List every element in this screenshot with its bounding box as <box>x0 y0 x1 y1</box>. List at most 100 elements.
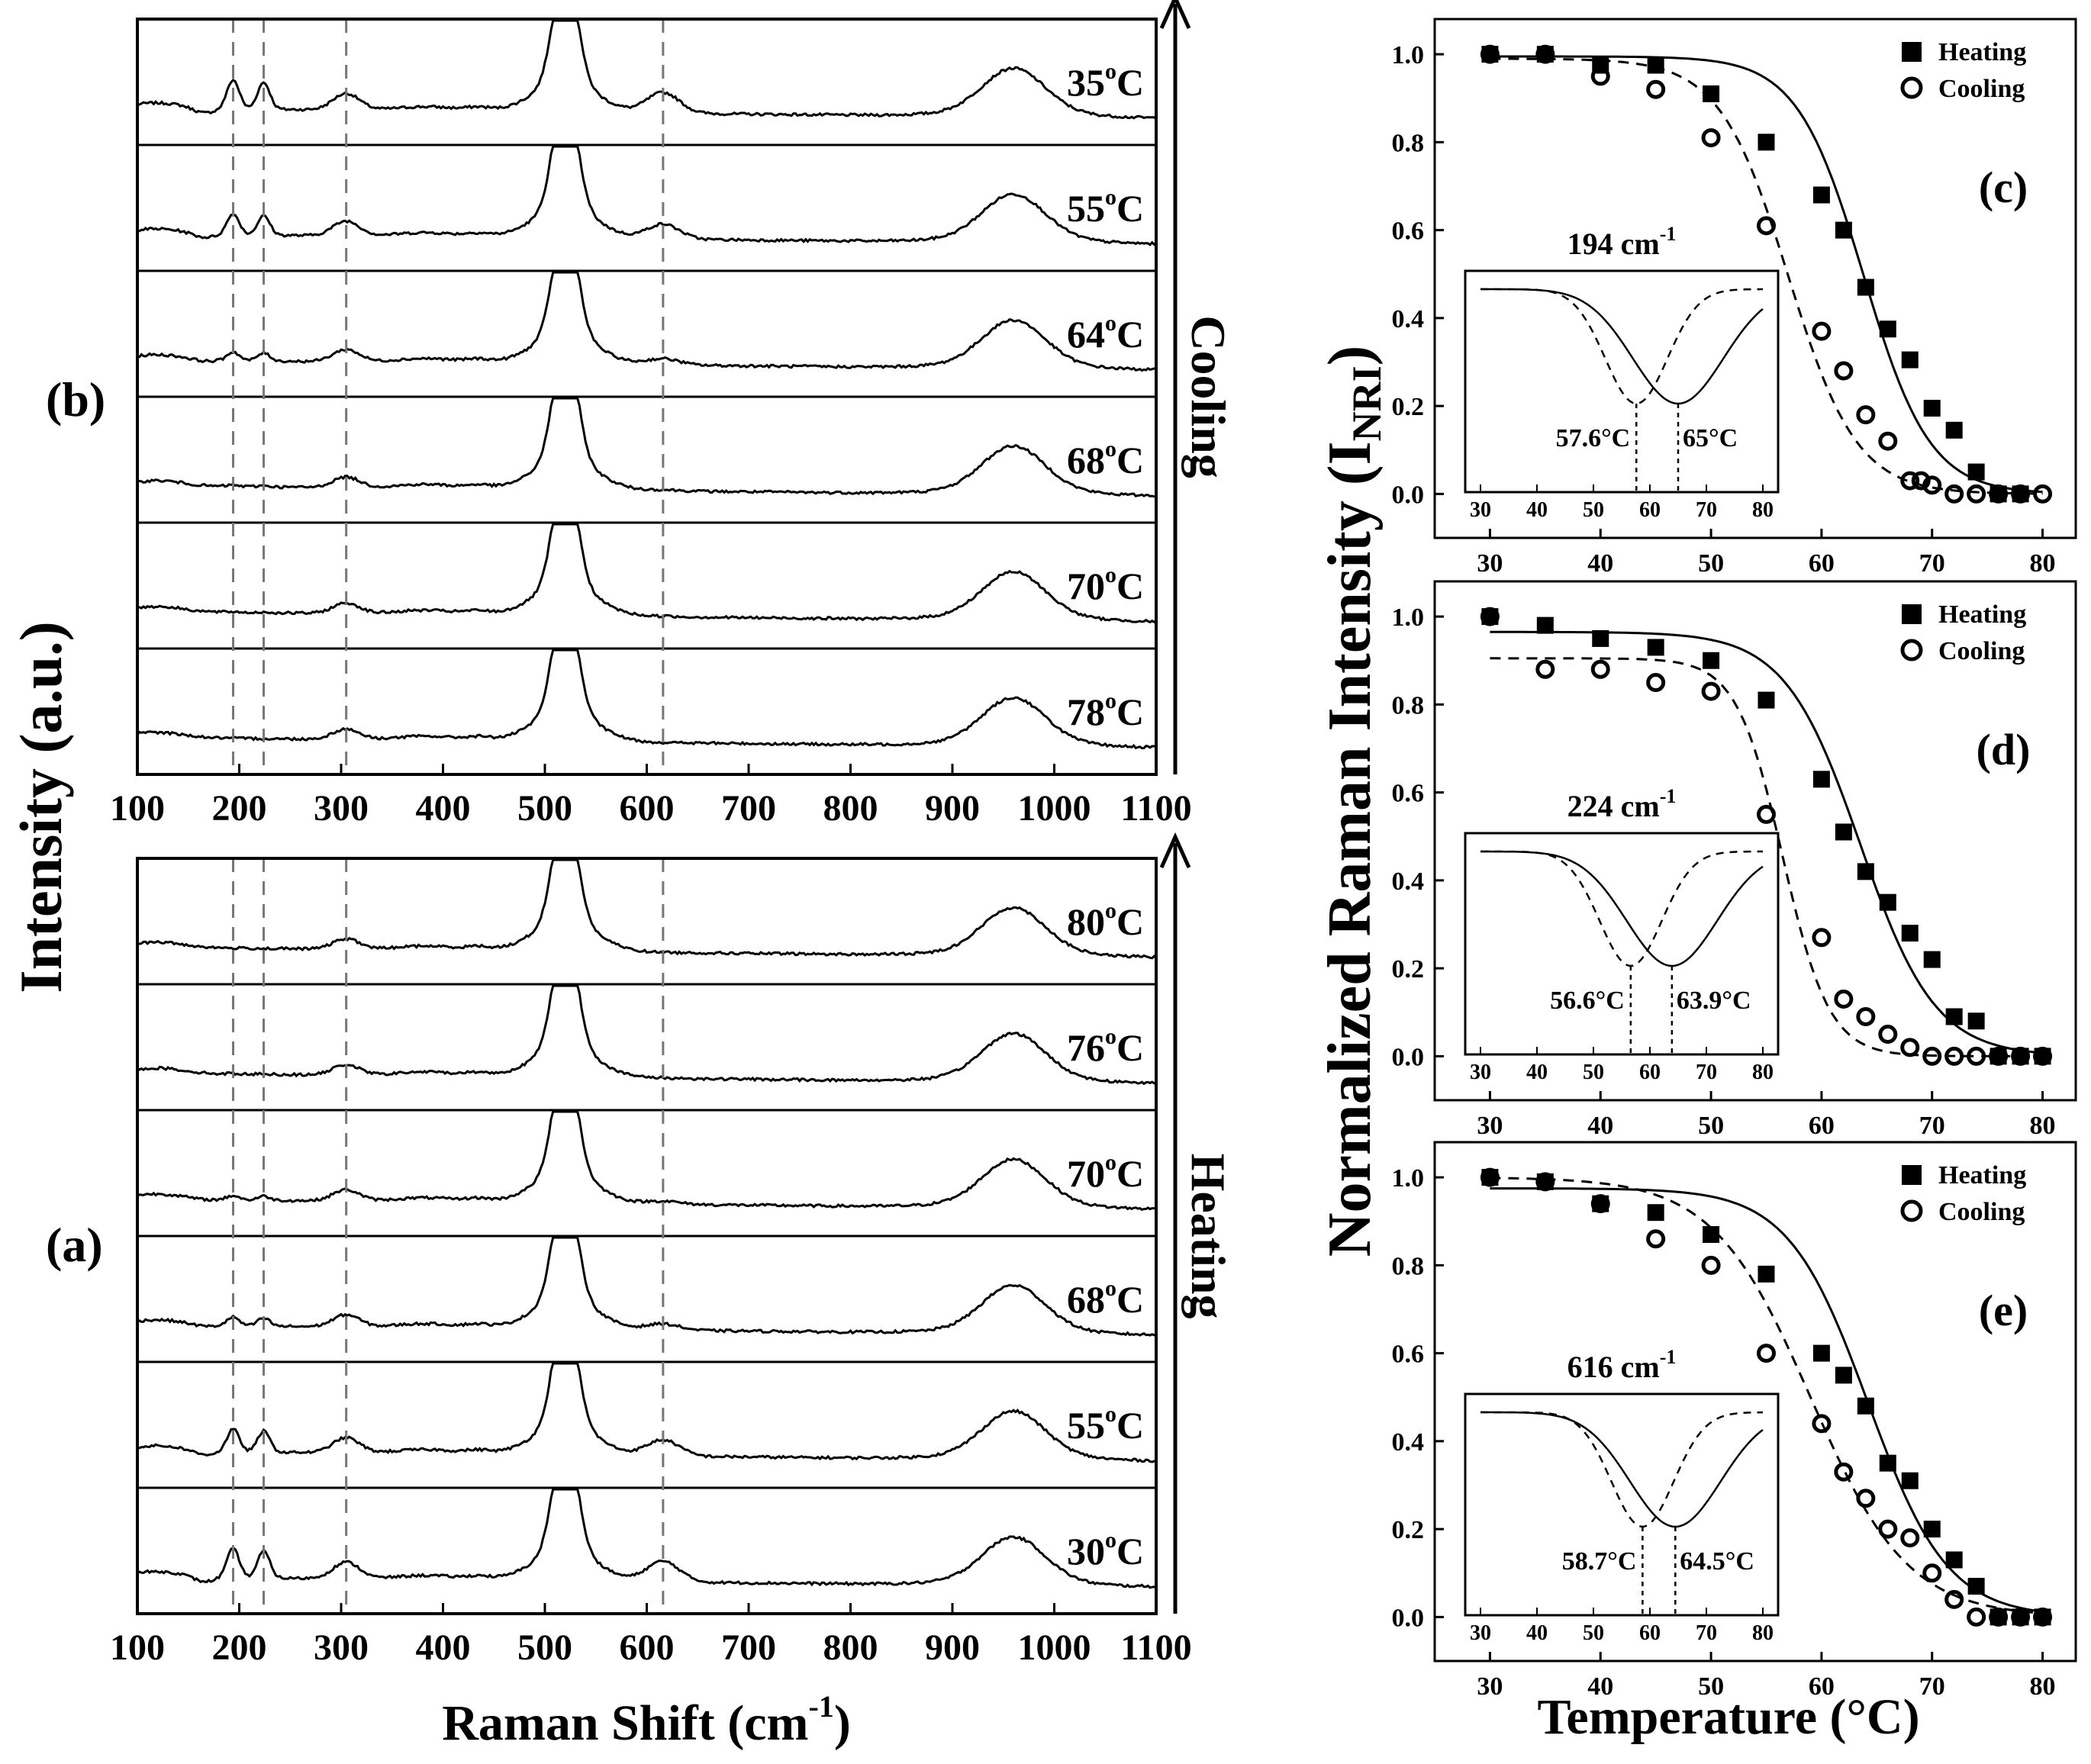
cooling-point <box>1756 1344 1776 1363</box>
cooling-point <box>1756 216 1776 236</box>
inset-x-tick-label-30: 30 <box>1470 1061 1491 1084</box>
cooling-point <box>1878 1519 1898 1539</box>
plot-frame <box>1433 18 2077 539</box>
x-tick-label-80: 80 <box>2030 1672 2056 1701</box>
cooling-point <box>1989 484 2009 504</box>
legend-heating-marker <box>1902 42 1922 62</box>
direction-label: Cooling <box>1181 315 1236 478</box>
inset-frame <box>1464 269 1780 494</box>
cooling-point <box>1812 321 1832 341</box>
spectrum-line-70 <box>137 1110 1157 1212</box>
cooling-point <box>1856 1007 1876 1027</box>
cooling-point <box>1701 681 1721 701</box>
cooling-fit-line <box>1490 657 2043 1057</box>
cooling-point <box>1646 673 1666 693</box>
x-tick-label-30: 30 <box>1477 1112 1503 1140</box>
plot-frame <box>1433 580 2077 1102</box>
spectrum-line-68 <box>137 1236 1157 1337</box>
heating-point <box>1901 1472 1919 1489</box>
x-tick-label-700: 700 <box>721 788 776 829</box>
y-tick-label-0.2: 0.2 <box>1392 393 1425 421</box>
x-tick-label-200: 200 <box>212 1627 267 1668</box>
cooling-point <box>1922 1563 1942 1583</box>
y-tick-label-1.0: 1.0 <box>1392 1164 1425 1193</box>
inset-x-tick-label-60: 60 <box>1639 1061 1661 1084</box>
heating-point <box>1812 186 1830 204</box>
cooling-point <box>1535 1172 1555 1192</box>
x-tick-label-80: 80 <box>2030 1112 2056 1140</box>
x-tick-label-60: 60 <box>1809 549 1835 578</box>
x-tick-label-100: 100 <box>110 788 165 829</box>
heating-point <box>1835 221 1852 239</box>
cooling-point <box>1480 1167 1500 1187</box>
spectrum-line-76 <box>137 984 1157 1086</box>
x-tick-label-50: 50 <box>1698 1672 1724 1701</box>
x-tick-label-500: 500 <box>517 788 572 829</box>
panel-label: (e) <box>1979 1286 2028 1335</box>
inset-x-tick-label-60: 60 <box>1639 1621 1661 1645</box>
cooling-point <box>1911 471 1931 491</box>
inset-tc-heating-label: 65°C <box>1683 424 1738 452</box>
heating-fit-line <box>1490 1187 2043 1613</box>
legend-cooling-marker <box>1900 76 1923 99</box>
x-tick-label-100: 100 <box>110 1627 165 1668</box>
temperature-label-30: 30oC <box>1067 1527 1144 1572</box>
plot-frame <box>1433 1141 2077 1663</box>
cooling-point <box>2033 1046 2053 1066</box>
inset-x-tick-label-70: 70 <box>1696 1061 1717 1084</box>
inset-tc-cooling-label: 56.6°C <box>1550 987 1625 1015</box>
x-tick-label-30: 30 <box>1477 1672 1503 1701</box>
cooling-point <box>1922 1046 1942 1066</box>
cooling-point <box>1756 804 1776 824</box>
temperature-label-80: 80oC <box>1067 898 1144 943</box>
heating-point <box>1758 134 1775 151</box>
x-tick-label-1000: 1000 <box>1018 1627 1091 1668</box>
y-tick-label-1.0: 1.0 <box>1392 604 1425 632</box>
legend-cooling-label: Cooling <box>1938 75 2025 103</box>
temperature-label-76: 76oC <box>1067 1024 1144 1069</box>
cooling-point <box>1900 1038 1920 1057</box>
spectrum-line-68 <box>137 397 1156 498</box>
cooling-point <box>2011 1607 2031 1627</box>
cooling-point <box>1834 1462 1854 1482</box>
x-tick-label-1000: 1000 <box>1018 788 1091 829</box>
x-tick-label-70: 70 <box>1919 549 1945 578</box>
legend-heating-label: Heating <box>1938 1161 2026 1189</box>
temperature-label-78: 78oC <box>1067 688 1144 733</box>
y-tick-label-0.6: 0.6 <box>1392 1341 1425 1369</box>
cooling-point <box>1812 1414 1832 1434</box>
legend-heating-label: Heating <box>1938 38 2026 66</box>
heating-point <box>1647 56 1664 74</box>
heating-point <box>1967 1578 1985 1595</box>
cooling-point <box>1535 659 1555 679</box>
cooling-point <box>1590 66 1610 86</box>
y-tick-label-0.2: 0.2 <box>1392 955 1425 983</box>
spectrum-line-55 <box>137 145 1157 246</box>
heating-point <box>1835 1366 1852 1384</box>
x-tick-label-800: 800 <box>823 788 878 829</box>
heating-point <box>1536 616 1554 634</box>
heating-point <box>1879 1454 1896 1472</box>
inset-x-tick-label-70: 70 <box>1696 498 1717 522</box>
cooling-spectra-panel: 35oC 55oC 64oC 68oC 70oC 78oC 100 200 300 400 500 6… <box>46 0 1236 829</box>
inset-tc-heating-label: 63.9°C <box>1677 987 1751 1015</box>
cooling-point <box>1480 607 1500 626</box>
heating-point <box>1901 351 1919 369</box>
heating-point <box>1758 1265 1775 1283</box>
cooling-point <box>1989 1046 2009 1066</box>
cooling-point <box>1878 431 1898 451</box>
spectrum-line-35 <box>137 19 1157 121</box>
x-tick-label-80: 80 <box>2030 549 2056 578</box>
spectrum-line-64 <box>137 271 1157 372</box>
x-tick-label-70: 70 <box>1919 1112 1945 1140</box>
cooling-point <box>1900 471 1920 491</box>
x-tick-label-70: 70 <box>1919 1672 1945 1701</box>
legend-cooling-marker <box>1900 639 1923 662</box>
heating-point <box>1857 278 1874 296</box>
cooling-point <box>1701 128 1721 148</box>
heating-point <box>1647 1204 1664 1222</box>
inset-frame <box>1464 832 1780 1056</box>
cooling-point <box>2011 484 2031 504</box>
mode-label: 194 cm-1 <box>1567 223 1677 261</box>
